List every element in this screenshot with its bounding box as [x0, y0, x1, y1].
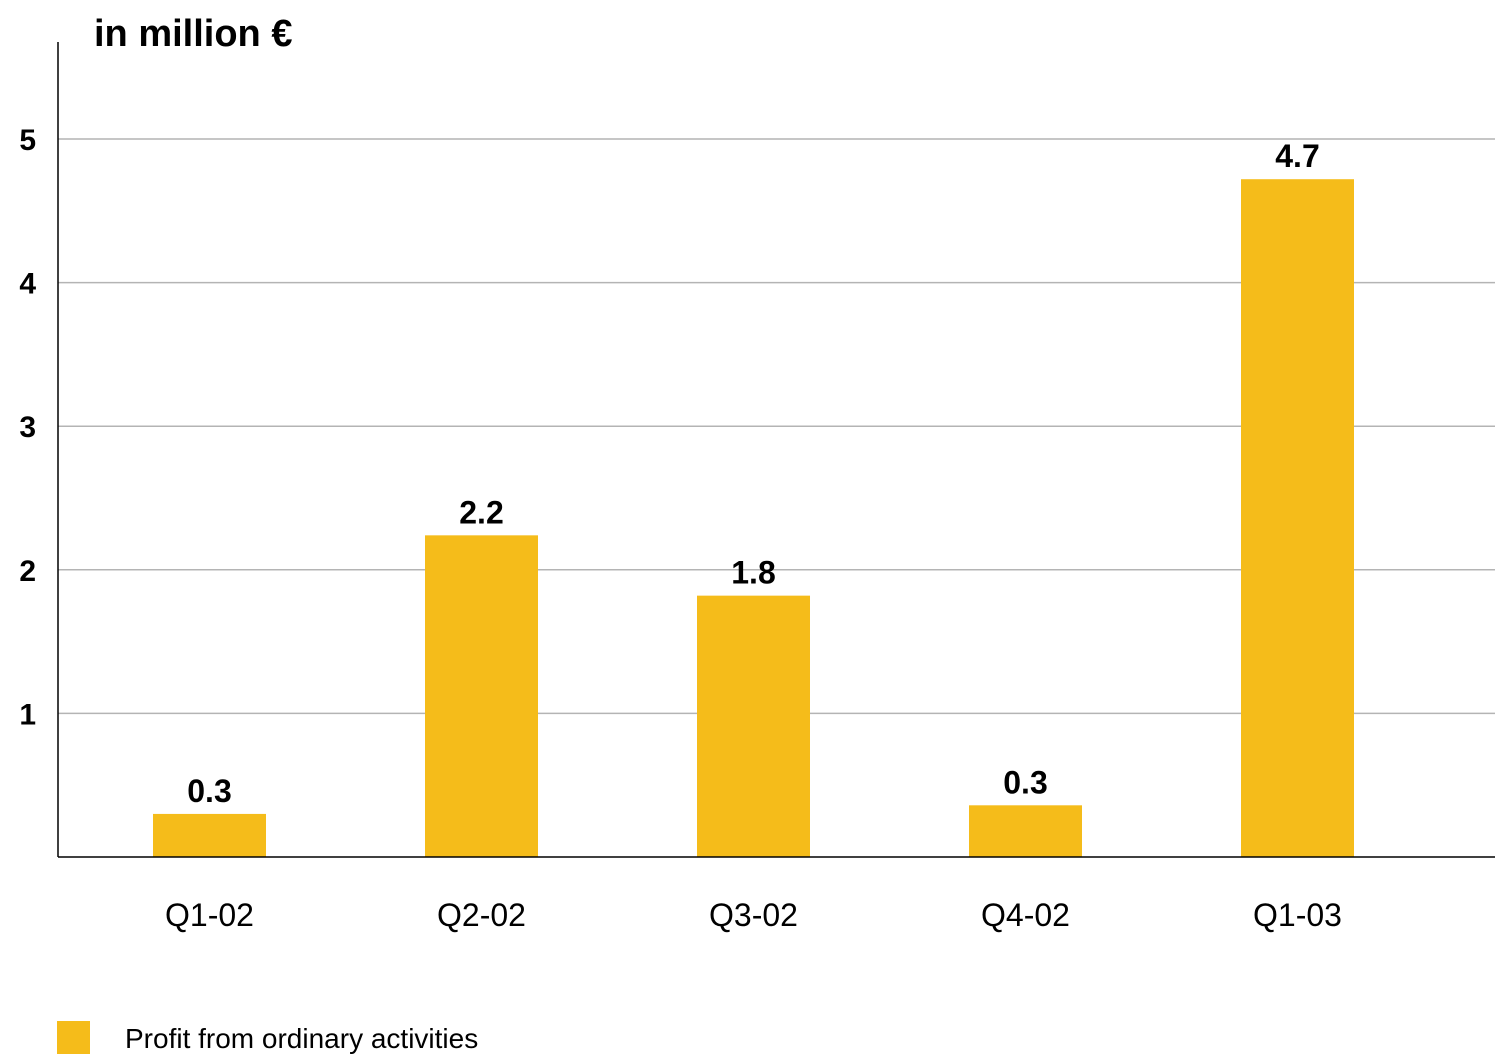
- y-tick-label-5: 5: [19, 124, 36, 157]
- bar-Q3-02: [697, 595, 810, 857]
- bar-Q1-03: [1241, 179, 1354, 857]
- x-tick-label-Q3-02: Q3-02: [709, 897, 798, 933]
- unit-label: in million €: [94, 13, 292, 55]
- y-tick-label-1: 1: [19, 698, 36, 731]
- data-label-Q1-03: 4.7: [1275, 138, 1319, 174]
- y-tick-label-3: 3: [19, 411, 36, 444]
- bars: [153, 179, 1354, 857]
- legend-swatch: [57, 1021, 90, 1054]
- y-tick-label-4: 4: [19, 268, 36, 301]
- bar-Q4-02: [969, 805, 1082, 857]
- bar-Q2-02: [425, 535, 538, 857]
- legend-label: Profit from ordinary activities: [125, 1023, 478, 1054]
- x-tick-label-Q1-03: Q1-03: [1253, 897, 1342, 933]
- data-label-Q1-02: 0.3: [187, 773, 231, 809]
- bar-Q1-02: [153, 813, 266, 857]
- x-axis-ticks: Q1-02 Q2-02 Q3-02 Q4-02 Q1-03: [165, 897, 1342, 933]
- x-tick-label-Q2-02: Q2-02: [437, 897, 526, 933]
- y-axis-ticks: 1 2 3 4 5: [19, 124, 36, 731]
- x-tick-label-Q4-02: Q4-02: [981, 897, 1070, 933]
- x-tick-label-Q1-02: Q1-02: [165, 897, 254, 933]
- data-label-Q2-02: 2.2: [459, 494, 503, 530]
- data-label-Q4-02: 0.3: [1003, 764, 1047, 800]
- data-label-Q3-02: 1.8: [731, 555, 775, 591]
- data-labels: 0.3 2.2 1.8 0.3 4.7: [187, 138, 1319, 809]
- legend: Profit from ordinary activities: [57, 1021, 478, 1054]
- axes: [57, 42, 1495, 858]
- y-tick-label-2: 2: [19, 555, 36, 588]
